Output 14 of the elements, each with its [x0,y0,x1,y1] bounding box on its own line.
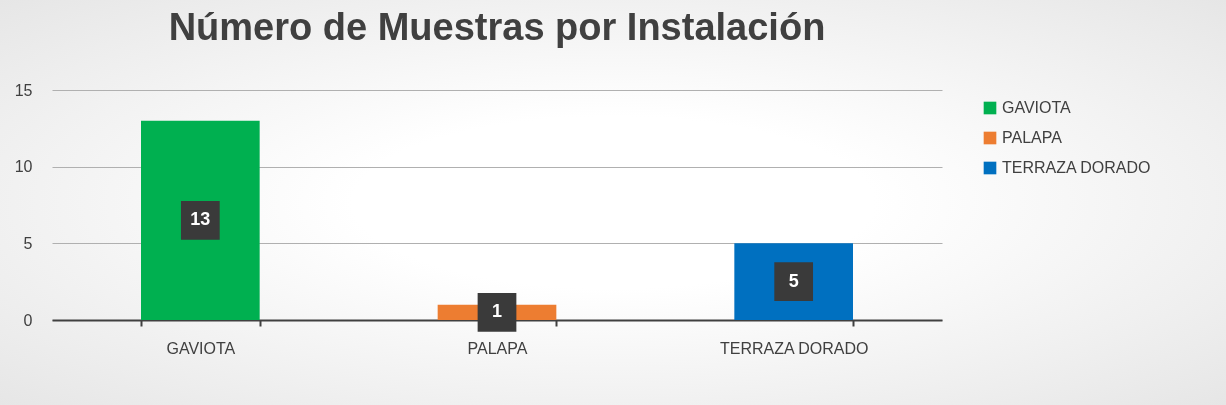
legend-label: TERRAZA DORADO [1002,159,1151,176]
chart-title: Número de Muestras por Instalación [168,6,826,48]
y-tick-label: 0 [23,311,33,329]
x-tick-label: TERRAZA DORADO [719,339,869,357]
data-label: 1 [491,301,503,322]
y-tick-label: 15 [14,81,33,99]
y-tick-label: 5 [23,234,33,252]
x-tick-label: PALAPA [467,339,528,357]
x-tick-label: GAVIOTA [166,339,236,357]
y-tick-label: 10 [14,158,33,176]
data-label: 5 [788,270,799,291]
legend-label: PALAPA [1002,129,1063,146]
data-label: 13 [190,209,211,230]
legend-label: GAVIOTA [1002,99,1072,116]
